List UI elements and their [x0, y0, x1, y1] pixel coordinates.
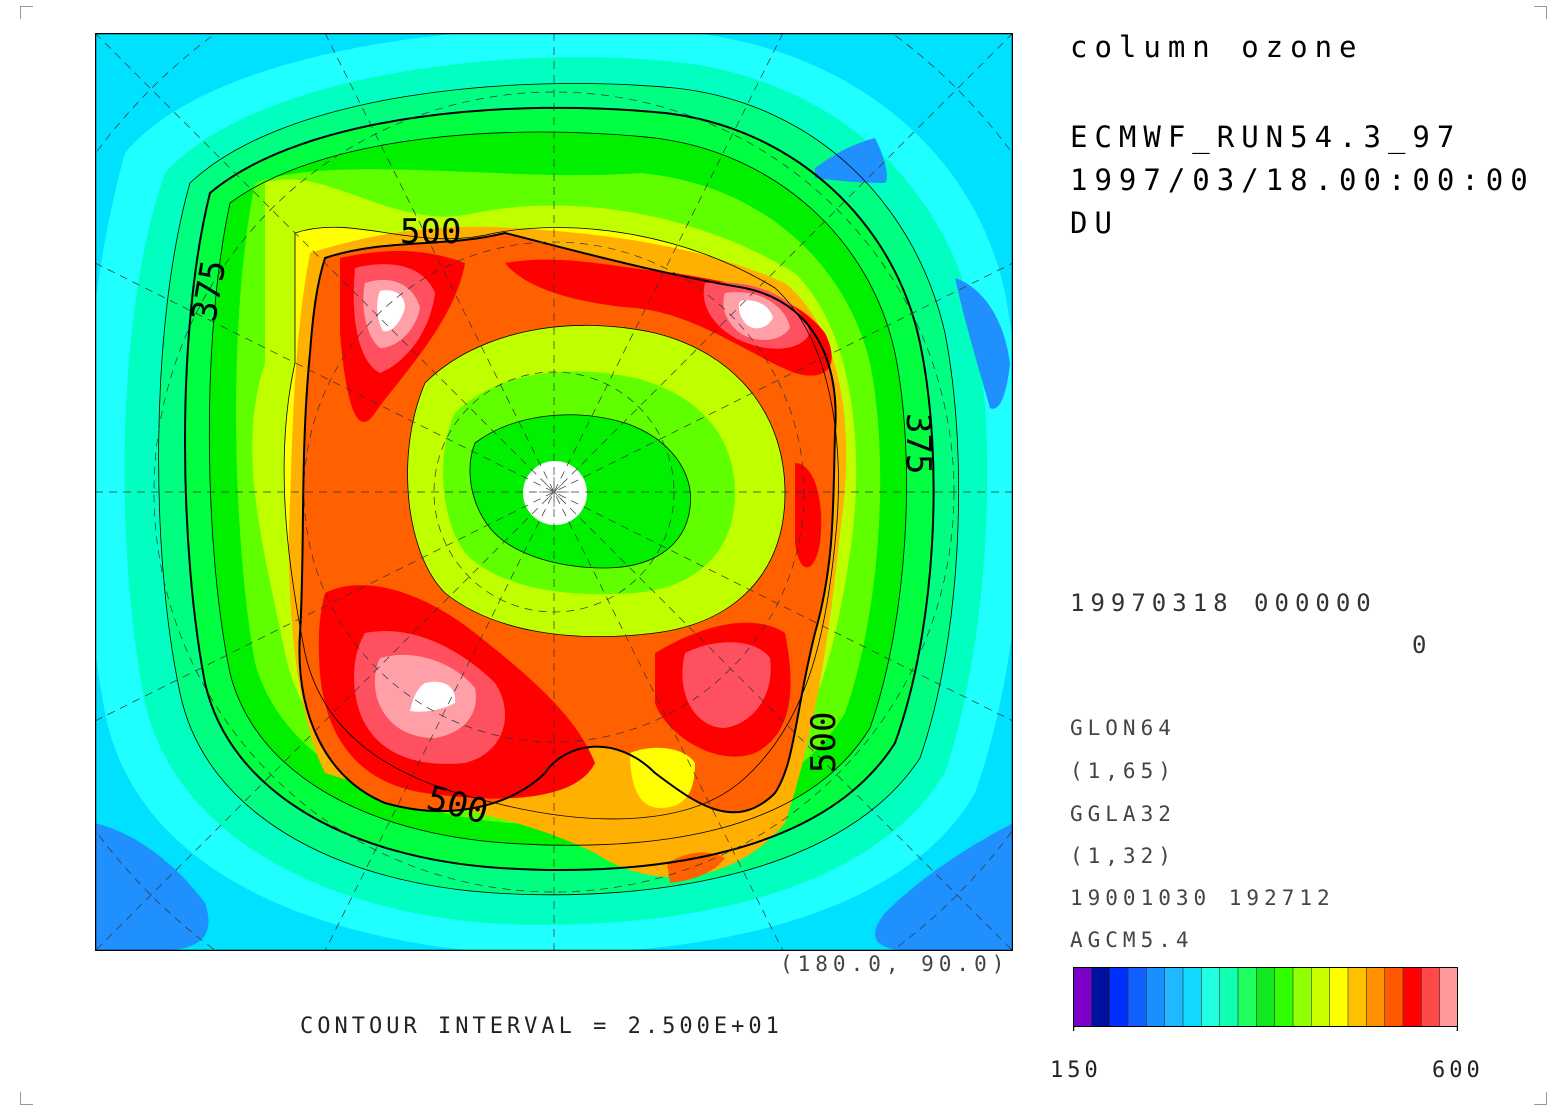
- contour-label: 500: [804, 712, 844, 773]
- meta-line: GGLA32: [1070, 802, 1176, 826]
- meta-line: 19001030 192712: [1070, 886, 1335, 910]
- colorbar-max-label: 600: [1432, 1058, 1484, 1083]
- fill-dark-blue-patch-e: [955, 278, 1010, 409]
- corner-coordinate: (180.0, 90.0): [780, 952, 1010, 976]
- colorbar-swatch: [1384, 967, 1404, 1027]
- colorbar-swatch: [1366, 967, 1386, 1027]
- colorbar-swatch: [1439, 967, 1458, 1027]
- colorbar-swatch: [1403, 967, 1422, 1027]
- meta-line: AGCM5.4: [1070, 928, 1194, 952]
- colorbar-swatch: [1348, 967, 1367, 1027]
- ozone-contour-map: 500 375 375 500 500: [95, 33, 1013, 951]
- contour-label: 375: [898, 413, 938, 474]
- time-step: 0: [1412, 631, 1433, 659]
- map-frame: [95, 33, 1013, 951]
- meta-line: GLON64: [1070, 716, 1176, 740]
- plot-title: column ozone: [1070, 30, 1364, 64]
- fill-dark-blue-patch-se: [875, 823, 1013, 951]
- colorbar-swatch: [1274, 967, 1294, 1027]
- valid-time: 1997/03/18.00:00:00: [1070, 163, 1535, 197]
- pole-marker: [539, 477, 569, 507]
- meta-line: (1,65): [1070, 759, 1176, 783]
- colorbar-swatch: [1238, 967, 1257, 1027]
- crop-mark-bottom-left: [20, 1092, 33, 1105]
- units-label: DU: [1070, 206, 1119, 240]
- fill-level-13: [363, 279, 790, 738]
- contour-interval-label: CONTOUR INTERVAL = 2.500E+01: [300, 1014, 783, 1039]
- contour-lines-bold: [184, 106, 935, 872]
- colorbar-swatch: [1146, 967, 1166, 1027]
- date-line: 19970318 000000: [1070, 589, 1377, 617]
- colorbar-swatch: [1256, 967, 1276, 1027]
- colorbar-swatch: [1164, 967, 1184, 1027]
- colorbar-swatch: [1201, 967, 1221, 1027]
- colorbar-swatch: [1128, 967, 1147, 1027]
- colorbar-swatch: [1219, 967, 1239, 1027]
- colorbar-swatch: [1421, 967, 1441, 1027]
- colorbar-swatch: [1073, 967, 1092, 1027]
- colorbar-min-label: 150: [1050, 1058, 1102, 1083]
- colorbar-swatch: [1293, 967, 1312, 1027]
- contour-labels: 500 375 375 500 500: [184, 212, 938, 833]
- contour-label: 500: [400, 212, 461, 252]
- colorbar-swatch: [1329, 967, 1349, 1027]
- crop-mark-top-left: [20, 6, 33, 19]
- color-scale-bar: [1073, 967, 1458, 1031]
- fill-dark-blue-patch-ne: [815, 138, 887, 183]
- crop-mark-bottom-right: [1534, 1092, 1547, 1105]
- fill-dark-blue-patch-sw: [95, 823, 209, 951]
- colorbar-swatch: [1109, 967, 1129, 1027]
- colorbar-swatch: [1183, 967, 1202, 1027]
- crop-mark-top-right: [1534, 6, 1547, 19]
- colorbar-swatch: [1091, 967, 1111, 1027]
- colorbar-swatch: [1311, 967, 1331, 1027]
- run-name: ECMWF_RUN54.3_97: [1070, 120, 1462, 154]
- meta-line: (1,32): [1070, 844, 1176, 868]
- colorbar-frame: [1073, 967, 1458, 1027]
